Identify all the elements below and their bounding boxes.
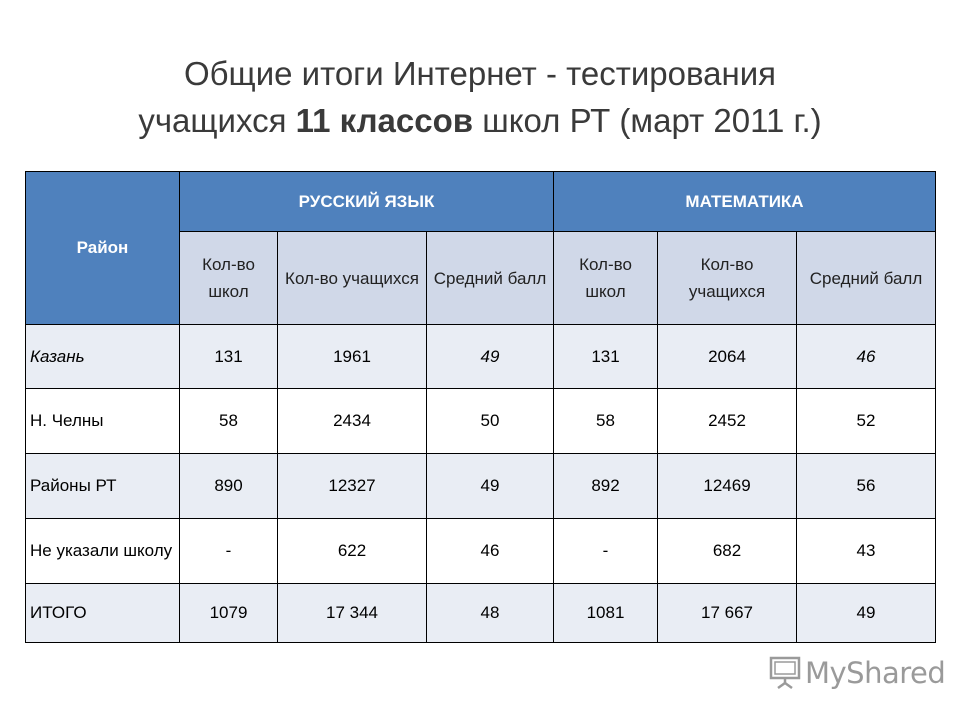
value-cell: 46 xyxy=(425,518,555,584)
table-row: Казань 131 1961 49 131 2064 46 xyxy=(25,324,937,389)
value-cell: 43 xyxy=(796,518,937,584)
value-cell: 46 xyxy=(796,324,937,389)
header-row-groups: Район РУССКИЙ ЯЗЫК МАТЕМАТИКА xyxy=(25,171,937,325)
title-line-2-start: учащихся xyxy=(138,102,296,139)
district-cell: Районы РТ xyxy=(25,453,180,519)
value-cell: 1081 xyxy=(553,583,659,643)
title-line-2-end: школ РТ (март 2011 г.) xyxy=(473,102,822,139)
value-cell: 622 xyxy=(277,518,427,584)
table-row: Районы РТ 890 12327 49 892 12469 56 xyxy=(25,453,937,519)
value-cell: 682 xyxy=(657,518,798,584)
value-cell: - xyxy=(179,518,278,584)
title-line-1: Общие итоги Интернет - тестирования xyxy=(183,55,777,92)
value-cell: 49 xyxy=(425,453,555,519)
table-row: Н. Челны 58 2434 50 58 2452 52 xyxy=(25,388,937,454)
results-table: Район РУССКИЙ ЯЗЫК МАТЕМАТИКА Кол-во шко… xyxy=(25,171,937,643)
value-cell: 49 xyxy=(425,324,555,389)
value-cell: 56 xyxy=(796,453,937,519)
value-cell: 1079 xyxy=(179,583,278,643)
value-cell: 2064 xyxy=(657,324,798,389)
logo-text: MyShared xyxy=(805,656,946,690)
district-cell: Н. Челны xyxy=(25,388,180,454)
subheader-schools: Кол-во школ xyxy=(553,231,659,325)
group-header-math: МАТЕМАТИКА xyxy=(553,171,937,232)
table-row: Не указали школу - 622 46 - 682 43 xyxy=(25,518,937,584)
subheader-students: Кол-во учащихся xyxy=(657,231,798,325)
value-cell: 131 xyxy=(179,324,278,389)
district-cell: Казань xyxy=(25,324,180,389)
subheader-schools: Кол-во школ xyxy=(179,231,278,325)
district-cell: ИТОГО xyxy=(25,583,180,643)
myshared-logo[interactable]: MyShared xyxy=(769,655,946,691)
title-line-2: учащихся 11 классов школ РТ (март 2011 г… xyxy=(0,97,960,144)
header-row-sub: Кол-во школ Кол-во учащихся Средний балл… xyxy=(26,231,937,325)
group-header-russian: РУССКИЙ ЯЗЫК xyxy=(178,171,555,232)
presentation-board-icon xyxy=(769,656,801,690)
value-cell: 17 344 xyxy=(277,583,427,643)
value-cell: 48 xyxy=(425,583,555,643)
subheader-students: Кол-во учащихся xyxy=(277,231,427,325)
value-cell: 12327 xyxy=(277,453,427,519)
title-line-2-bold: 11 классов xyxy=(295,102,474,139)
value-cell: 49 xyxy=(796,583,937,643)
subheader-avg-score: Средний балл xyxy=(796,231,937,325)
value-cell: 2434 xyxy=(277,388,427,454)
value-cell: 12469 xyxy=(657,453,798,519)
subheader-avg-score: Средний балл xyxy=(425,231,555,325)
value-cell: 52 xyxy=(796,388,937,454)
value-cell: - xyxy=(553,518,659,584)
value-cell: 2452 xyxy=(657,388,798,454)
district-header: Район xyxy=(25,171,180,325)
slide-title: Общие итоги Интернет - тестирования учащ… xyxy=(0,50,960,144)
value-cell: 58 xyxy=(179,388,278,454)
value-cell: 131 xyxy=(553,324,659,389)
value-cell: 890 xyxy=(179,453,278,519)
value-cell: 892 xyxy=(553,453,659,519)
value-cell: 1961 xyxy=(277,324,427,389)
table-row-total: ИТОГО 1079 17 344 48 1081 17 667 49 xyxy=(25,583,937,643)
district-cell: Не указали школу xyxy=(25,518,180,584)
value-cell: 58 xyxy=(553,388,659,454)
value-cell: 50 xyxy=(425,388,555,454)
value-cell: 17 667 xyxy=(657,583,798,643)
